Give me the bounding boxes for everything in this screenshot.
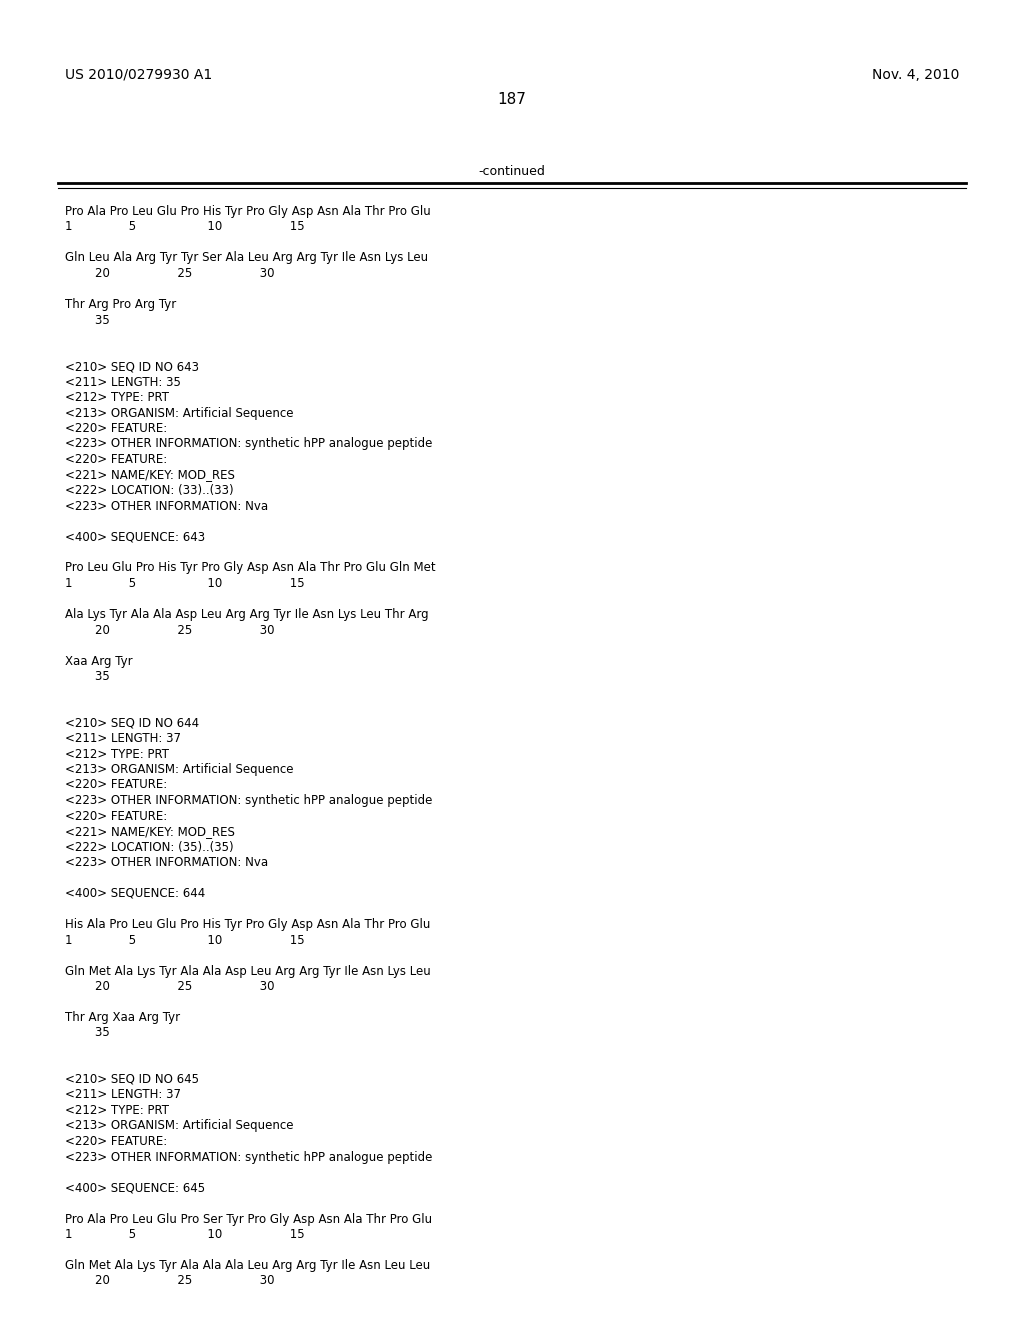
- Text: Pro Leu Glu Pro His Tyr Pro Gly Asp Asn Ala Thr Pro Glu Gln Met: Pro Leu Glu Pro His Tyr Pro Gly Asp Asn …: [65, 561, 435, 574]
- Text: <222> LOCATION: (35)..(35): <222> LOCATION: (35)..(35): [65, 841, 233, 854]
- Text: Ala Lys Tyr Ala Ala Asp Leu Arg Arg Tyr Ile Asn Lys Leu Thr Arg: Ala Lys Tyr Ala Ala Asp Leu Arg Arg Tyr …: [65, 609, 429, 620]
- Text: <210> SEQ ID NO 645: <210> SEQ ID NO 645: [65, 1073, 199, 1086]
- Text: Thr Arg Pro Arg Tyr: Thr Arg Pro Arg Tyr: [65, 298, 176, 312]
- Text: <212> TYPE: PRT: <212> TYPE: PRT: [65, 391, 169, 404]
- Text: <400> SEQUENCE: 644: <400> SEQUENCE: 644: [65, 887, 205, 900]
- Text: Nov. 4, 2010: Nov. 4, 2010: [871, 69, 959, 82]
- Text: Gln Met Ala Lys Tyr Ala Ala Ala Leu Arg Arg Tyr Ile Asn Leu Leu: Gln Met Ala Lys Tyr Ala Ala Ala Leu Arg …: [65, 1259, 430, 1272]
- Text: 20                  25                  30: 20 25 30: [65, 623, 274, 636]
- Text: 1               5                   10                  15: 1 5 10 15: [65, 577, 304, 590]
- Text: <400> SEQUENCE: 643: <400> SEQUENCE: 643: [65, 531, 205, 544]
- Text: <223> OTHER INFORMATION: synthetic hPP analogue peptide: <223> OTHER INFORMATION: synthetic hPP a…: [65, 1151, 432, 1163]
- Text: 1               5                   10                  15: 1 5 10 15: [65, 933, 304, 946]
- Text: <220> FEATURE:: <220> FEATURE:: [65, 422, 167, 436]
- Text: Gln Met Ala Lys Tyr Ala Ala Asp Leu Arg Arg Tyr Ile Asn Lys Leu: Gln Met Ala Lys Tyr Ala Ala Asp Leu Arg …: [65, 965, 431, 978]
- Text: -continued: -continued: [478, 165, 546, 178]
- Text: <220> FEATURE:: <220> FEATURE:: [65, 453, 167, 466]
- Text: 35: 35: [65, 671, 110, 682]
- Text: <213> ORGANISM: Artificial Sequence: <213> ORGANISM: Artificial Sequence: [65, 407, 294, 420]
- Text: <210> SEQ ID NO 644: <210> SEQ ID NO 644: [65, 717, 199, 730]
- Text: <400> SEQUENCE: 645: <400> SEQUENCE: 645: [65, 1181, 205, 1195]
- Text: Pro Ala Pro Leu Glu Pro Ser Tyr Pro Gly Asp Asn Ala Thr Pro Glu: Pro Ala Pro Leu Glu Pro Ser Tyr Pro Gly …: [65, 1213, 432, 1225]
- Text: His Ala Pro Leu Glu Pro His Tyr Pro Gly Asp Asn Ala Thr Pro Glu: His Ala Pro Leu Glu Pro His Tyr Pro Gly …: [65, 917, 430, 931]
- Text: <223> OTHER INFORMATION: synthetic hPP analogue peptide: <223> OTHER INFORMATION: synthetic hPP a…: [65, 437, 432, 450]
- Text: Thr Arg Xaa Arg Tyr: Thr Arg Xaa Arg Tyr: [65, 1011, 180, 1024]
- Text: 20                  25                  30: 20 25 30: [65, 1275, 274, 1287]
- Text: <223> OTHER INFORMATION: Nva: <223> OTHER INFORMATION: Nva: [65, 499, 268, 512]
- Text: 35: 35: [65, 314, 110, 326]
- Text: <213> ORGANISM: Artificial Sequence: <213> ORGANISM: Artificial Sequence: [65, 763, 294, 776]
- Text: 20                  25                  30: 20 25 30: [65, 979, 274, 993]
- Text: <213> ORGANISM: Artificial Sequence: <213> ORGANISM: Artificial Sequence: [65, 1119, 294, 1133]
- Text: 187: 187: [498, 92, 526, 107]
- Text: <211> LENGTH: 37: <211> LENGTH: 37: [65, 733, 181, 744]
- Text: Gln Leu Ala Arg Tyr Tyr Ser Ala Leu Arg Arg Tyr Ile Asn Lys Leu: Gln Leu Ala Arg Tyr Tyr Ser Ala Leu Arg …: [65, 252, 428, 264]
- Text: <212> TYPE: PRT: <212> TYPE: PRT: [65, 1104, 169, 1117]
- Text: US 2010/0279930 A1: US 2010/0279930 A1: [65, 69, 212, 82]
- Text: 35: 35: [65, 1027, 110, 1040]
- Text: <211> LENGTH: 35: <211> LENGTH: 35: [65, 375, 181, 388]
- Text: <223> OTHER INFORMATION: synthetic hPP analogue peptide: <223> OTHER INFORMATION: synthetic hPP a…: [65, 795, 432, 807]
- Text: Xaa Arg Tyr: Xaa Arg Tyr: [65, 655, 133, 668]
- Text: Pro Ala Pro Leu Glu Pro His Tyr Pro Gly Asp Asn Ala Thr Pro Glu: Pro Ala Pro Leu Glu Pro His Tyr Pro Gly …: [65, 205, 431, 218]
- Text: <222> LOCATION: (33)..(33): <222> LOCATION: (33)..(33): [65, 484, 233, 498]
- Text: <220> FEATURE:: <220> FEATURE:: [65, 779, 167, 792]
- Text: <223> OTHER INFORMATION: Nva: <223> OTHER INFORMATION: Nva: [65, 855, 268, 869]
- Text: <210> SEQ ID NO 643: <210> SEQ ID NO 643: [65, 360, 199, 374]
- Text: <220> FEATURE:: <220> FEATURE:: [65, 1135, 167, 1148]
- Text: <220> FEATURE:: <220> FEATURE:: [65, 809, 167, 822]
- Text: 1               5                   10                  15: 1 5 10 15: [65, 220, 304, 234]
- Text: <221> NAME/KEY: MOD_RES: <221> NAME/KEY: MOD_RES: [65, 469, 234, 482]
- Text: <211> LENGTH: 37: <211> LENGTH: 37: [65, 1089, 181, 1101]
- Text: <212> TYPE: PRT: <212> TYPE: PRT: [65, 747, 169, 760]
- Text: 1               5                   10                  15: 1 5 10 15: [65, 1228, 304, 1241]
- Text: <221> NAME/KEY: MOD_RES: <221> NAME/KEY: MOD_RES: [65, 825, 234, 838]
- Text: 20                  25                  30: 20 25 30: [65, 267, 274, 280]
